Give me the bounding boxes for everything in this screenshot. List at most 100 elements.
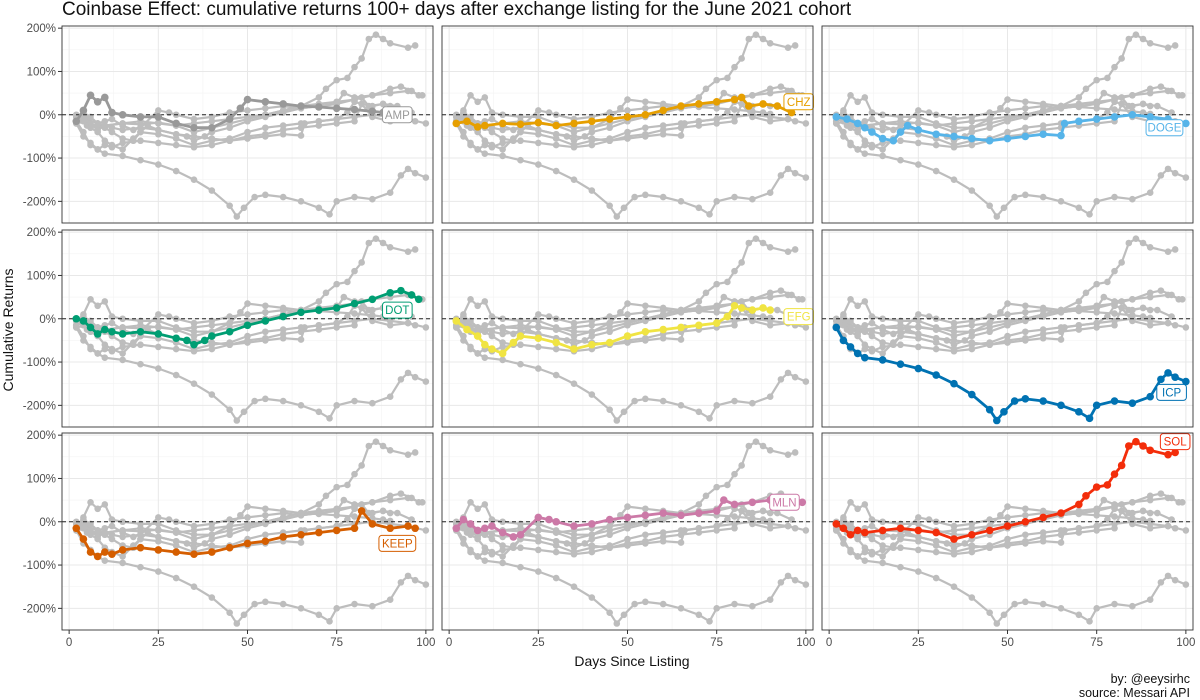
background-point	[386, 89, 394, 97]
background-point	[1111, 524, 1118, 532]
background-point	[94, 527, 101, 534]
background-point	[535, 546, 542, 554]
background-point	[244, 133, 251, 140]
background-line	[455, 237, 796, 338]
background-point	[333, 120, 340, 127]
background-point	[190, 143, 198, 151]
background-point	[137, 124, 144, 132]
background-point	[535, 527, 542, 534]
background-point	[172, 371, 180, 379]
background-series-icp	[72, 324, 430, 424]
background-line	[75, 440, 416, 541]
series-point	[473, 526, 482, 535]
background-point	[315, 611, 323, 619]
series-point	[534, 334, 543, 343]
background-point	[240, 611, 248, 619]
series-point	[459, 515, 468, 524]
y-tick-label: -100%	[23, 560, 56, 572]
series-label-text: EFG	[787, 312, 811, 324]
series-point	[1060, 119, 1069, 128]
background-point	[1146, 189, 1154, 196]
background-point	[552, 542, 560, 549]
panel-dot: DOT -200% -100% 0% 100% 200%	[23, 227, 434, 428]
background-point	[950, 115, 958, 123]
background-point	[1182, 581, 1190, 588]
background-point	[322, 85, 330, 93]
background-point	[784, 115, 792, 123]
series-point	[605, 115, 614, 123]
background-point	[677, 336, 685, 343]
background-point	[1022, 511, 1029, 519]
background-point	[1129, 295, 1136, 303]
background-point	[1039, 193, 1047, 201]
background-point	[119, 152, 126, 160]
series-point	[315, 306, 323, 314]
background-point	[1164, 494, 1172, 502]
background-point	[738, 259, 745, 266]
background-point	[788, 516, 795, 523]
series-point	[72, 524, 81, 533]
background-point	[925, 109, 933, 116]
series-point	[861, 353, 869, 362]
background-point	[915, 324, 922, 331]
series-point	[896, 524, 905, 533]
background-point	[333, 324, 340, 331]
background-point	[890, 126, 897, 134]
background-point	[904, 326, 911, 333]
background-point	[499, 356, 506, 364]
series-label-box	[382, 301, 413, 319]
series-point	[86, 548, 95, 556]
background-point	[155, 317, 162, 325]
background-point	[695, 306, 703, 314]
background-point	[155, 527, 162, 534]
background-point	[724, 278, 731, 286]
background-point	[897, 531, 904, 539]
background-point	[1022, 531, 1029, 539]
series-point	[279, 312, 287, 321]
series-point	[368, 295, 377, 304]
background-point	[1168, 313, 1175, 320]
background-point	[766, 524, 774, 532]
series-point	[832, 520, 841, 528]
series-point	[172, 548, 180, 556]
background-point	[1022, 537, 1029, 545]
background-point	[624, 522, 631, 530]
panel-border	[61, 25, 434, 224]
background-point	[897, 321, 904, 329]
background-point	[552, 135, 560, 142]
background-series-keep	[452, 507, 799, 560]
background-point	[968, 594, 976, 601]
background-point	[226, 609, 233, 616]
plot-area	[442, 235, 813, 424]
background-point	[713, 304, 720, 312]
background-point	[208, 531, 216, 539]
series-point	[1039, 130, 1047, 139]
series-point	[759, 304, 767, 312]
background-point	[386, 321, 394, 329]
background-point	[784, 369, 792, 377]
series-icp	[832, 323, 1190, 425]
background-point	[499, 315, 506, 323]
background-point	[499, 559, 506, 567]
background-point	[784, 572, 792, 580]
background-point	[840, 516, 847, 523]
series-label-text: MLN	[772, 497, 796, 509]
background-point	[1111, 321, 1118, 329]
background-point	[467, 548, 474, 556]
background-point	[677, 198, 685, 205]
series-point	[1182, 377, 1190, 386]
background-point	[467, 91, 474, 99]
series-point	[832, 113, 841, 121]
series-point	[932, 130, 940, 139]
series-point	[695, 321, 703, 330]
series-point	[93, 97, 102, 106]
background-point	[861, 548, 869, 556]
series-point	[473, 332, 482, 340]
plot-area	[822, 31, 1193, 220]
background-point	[897, 544, 904, 552]
background-point	[1022, 191, 1029, 199]
background-point	[467, 531, 474, 539]
series-line	[835, 326, 1187, 422]
background-point	[372, 438, 380, 445]
series-label-text: AMP	[385, 110, 410, 122]
